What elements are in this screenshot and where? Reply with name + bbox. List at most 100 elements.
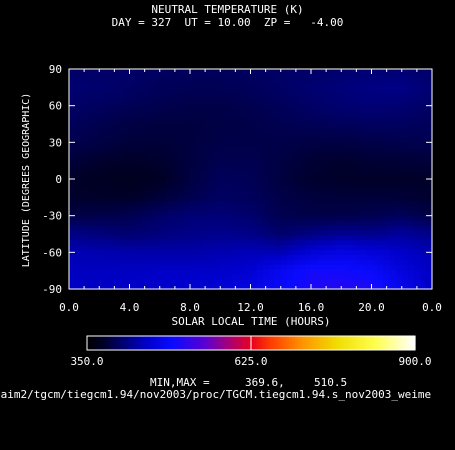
field-cell	[371, 235, 379, 241]
field-cell	[286, 274, 294, 280]
field-cell	[81, 225, 88, 231]
field-cell	[262, 259, 270, 266]
field-cell	[256, 122, 264, 129]
field-cell	[87, 147, 94, 153]
field-cell	[183, 230, 191, 236]
field-cell	[425, 245, 433, 251]
colorbar-segment	[316, 336, 320, 350]
field-cell	[323, 142, 330, 148]
field-cell	[353, 166, 360, 173]
field-cell	[292, 205, 300, 212]
field-cell	[141, 93, 149, 99]
field-cell	[298, 171, 306, 178]
field-cell	[93, 176, 100, 183]
field-cell	[274, 201, 282, 207]
field-cell	[238, 245, 246, 251]
field-cell	[153, 225, 161, 231]
field-cell	[171, 127, 179, 134]
field-cell	[226, 249, 233, 256]
field-cell	[395, 220, 403, 227]
field-cell	[304, 274, 312, 280]
field-cell	[286, 161, 294, 168]
field-cell	[359, 166, 367, 173]
colorbar-segment	[149, 336, 154, 350]
field-cell	[171, 73, 179, 80]
field-cell	[226, 274, 233, 280]
field-cell	[256, 259, 264, 266]
field-cell	[177, 220, 185, 227]
field-cell	[304, 117, 312, 124]
field-cell	[220, 186, 227, 192]
field-cell	[268, 171, 276, 178]
field-cell	[208, 240, 215, 246]
field-cell	[81, 201, 88, 207]
field-cell	[317, 113, 324, 119]
field-cell	[81, 215, 88, 222]
field-cell	[183, 137, 191, 143]
field-cell	[99, 215, 106, 222]
field-cell	[298, 210, 306, 217]
field-cell	[165, 103, 173, 109]
field-cell	[317, 108, 324, 114]
field-cell	[87, 73, 94, 80]
field-cell	[105, 279, 112, 285]
field-cell	[214, 69, 221, 75]
field-cell	[298, 108, 306, 114]
field-cell	[250, 205, 258, 212]
field-cell	[208, 245, 215, 251]
field-cell	[329, 215, 336, 222]
field-cell	[99, 245, 106, 251]
field-cell	[274, 113, 282, 119]
field-cell	[159, 254, 167, 261]
field-cell	[87, 210, 94, 217]
field-cell	[159, 103, 167, 109]
field-cell	[280, 264, 288, 271]
field-cell	[75, 274, 82, 280]
field-cell	[117, 176, 125, 183]
field-cell	[123, 249, 131, 256]
field-cell	[347, 196, 354, 202]
field-cell	[123, 152, 131, 158]
field-cell	[69, 245, 76, 251]
field-cell	[383, 176, 391, 183]
field-cell	[226, 269, 233, 275]
field-cell	[208, 73, 215, 80]
field-cell	[419, 98, 427, 104]
field-cell	[177, 205, 185, 212]
field-cell	[377, 108, 385, 114]
field-cell	[329, 225, 336, 231]
field-cell	[171, 78, 179, 85]
colorbar-segment	[111, 336, 115, 350]
field-cell	[238, 210, 246, 217]
field-cell	[177, 78, 185, 85]
field-cell	[75, 210, 82, 217]
field-cell	[238, 171, 246, 178]
field-cell	[202, 245, 209, 251]
field-cell	[335, 230, 342, 236]
field-cell	[425, 93, 433, 99]
field-cell	[377, 127, 385, 134]
colorbar-segment	[297, 336, 301, 350]
field-cell	[244, 205, 252, 212]
field-cell	[311, 235, 318, 241]
field-cell	[304, 205, 312, 212]
field-cell	[407, 93, 415, 99]
field-cell	[93, 147, 100, 153]
field-cell	[141, 117, 149, 124]
field-cell	[256, 157, 264, 163]
field-cell	[87, 176, 94, 183]
field-cell	[147, 210, 155, 217]
field-cell	[232, 176, 239, 183]
field-cell	[190, 274, 197, 280]
field-cell	[183, 176, 191, 183]
colorbar-segment	[199, 336, 203, 350]
field-cell	[347, 171, 354, 178]
field-cell	[317, 127, 324, 134]
field-cell	[105, 157, 112, 163]
field-cell	[232, 274, 239, 280]
field-cell	[256, 201, 264, 207]
field-cell	[395, 171, 403, 178]
field-cell	[298, 78, 306, 85]
field-cell	[87, 166, 94, 173]
field-cell	[311, 259, 318, 266]
